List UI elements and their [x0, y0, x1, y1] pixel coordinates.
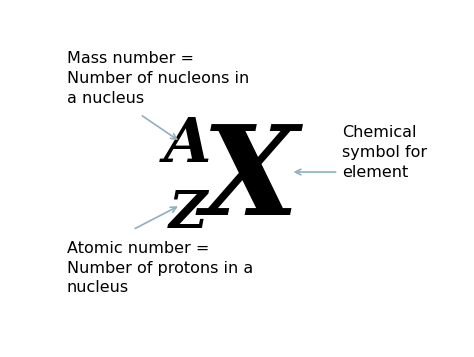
Text: Atomic number =
Number of protons in a
nucleus: Atomic number = Number of protons in a n…	[66, 241, 253, 295]
Text: Chemical
symbol for
element: Chemical symbol for element	[342, 126, 427, 180]
Text: A: A	[164, 115, 211, 175]
Text: Z: Z	[169, 188, 207, 239]
Text: Mass number =
Number of nucleons in
a nucleus: Mass number = Number of nucleons in a nu…	[66, 51, 249, 106]
Text: X: X	[202, 120, 299, 241]
